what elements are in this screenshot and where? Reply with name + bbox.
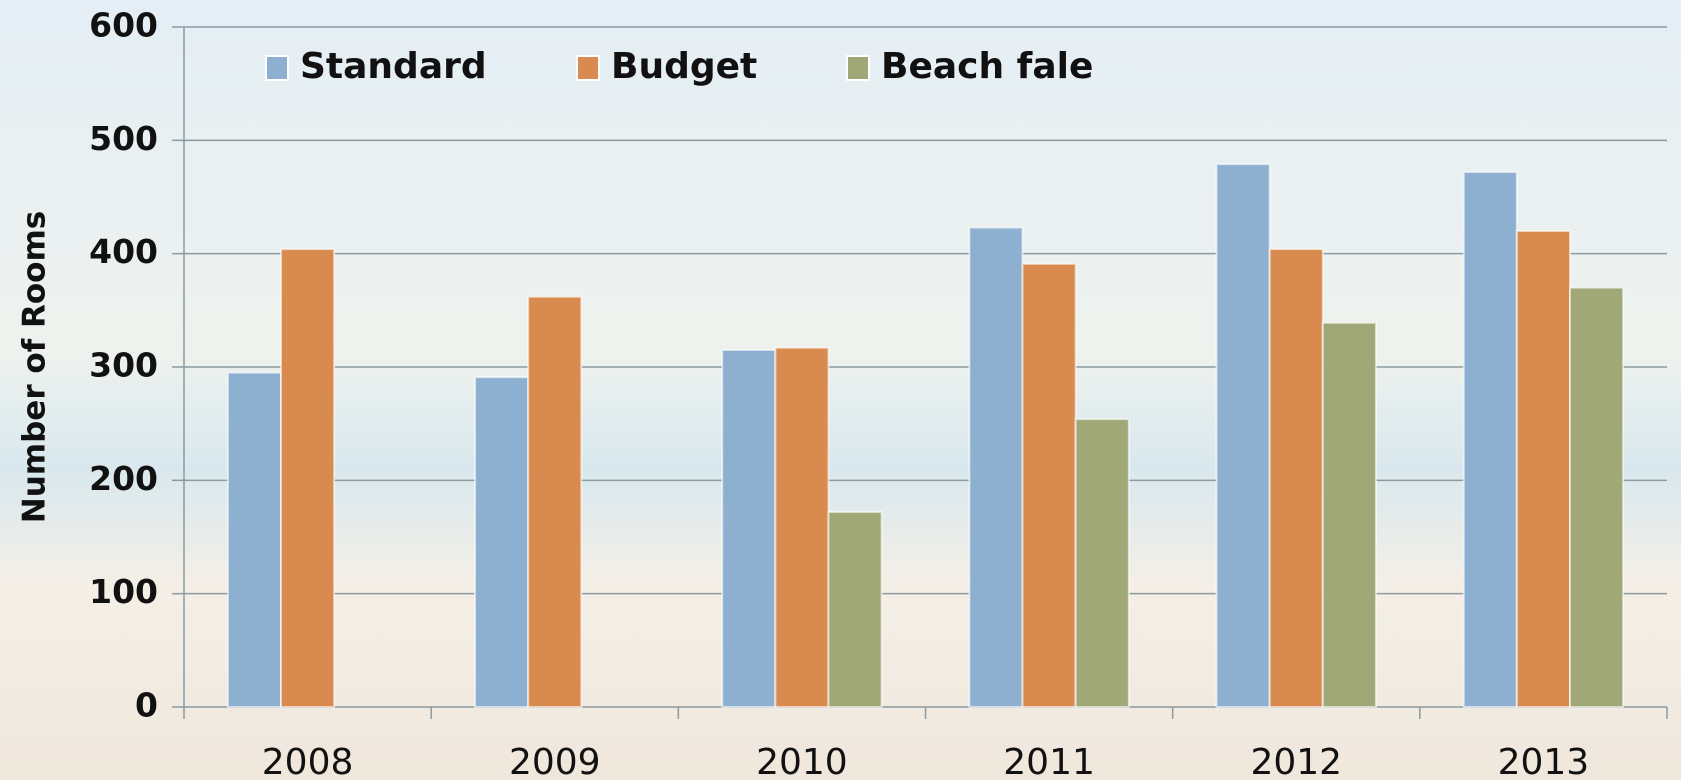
bar: [1321, 321, 1377, 708]
x-tick-label: 2013: [1498, 742, 1590, 780]
legend-swatch: [576, 55, 600, 81]
bar: [1568, 286, 1625, 708]
y-axis-label: Number of Rooms: [17, 211, 53, 523]
bar: [527, 295, 583, 708]
x-tick-label: 2010: [756, 742, 848, 780]
bar: [1074, 418, 1130, 708]
legend-label: Beach fale: [881, 46, 1093, 87]
bar: [1515, 230, 1571, 708]
y-tick-label: 400: [89, 232, 158, 271]
x-tick-label: 2009: [509, 742, 601, 780]
legend-label: Budget: [611, 46, 757, 87]
y-tick-label: 200: [89, 459, 158, 498]
y-tick-label: 0: [135, 686, 158, 725]
y-tick-label: 100: [89, 572, 158, 611]
x-tick-label: 2012: [1250, 742, 1342, 780]
bar: [1021, 262, 1077, 708]
bar: [968, 226, 1024, 708]
legend-swatch: [265, 55, 289, 81]
legend-swatch: [846, 55, 870, 81]
legend-label: Standard: [300, 46, 487, 87]
y-tick-label: 500: [89, 119, 158, 158]
bar: [1268, 248, 1324, 708]
bar: [1215, 163, 1271, 708]
bar: [1462, 171, 1518, 709]
bar: [827, 511, 883, 708]
x-tick-label: 2008: [262, 742, 354, 780]
y-tick-label: 300: [89, 346, 158, 385]
bar: [774, 346, 830, 708]
y-tick-label: 600: [89, 6, 158, 45]
bar: [474, 376, 530, 708]
bar: [226, 371, 283, 708]
bar: [280, 248, 336, 708]
bar: [721, 349, 777, 708]
x-tick-label: 2011: [1003, 742, 1095, 780]
